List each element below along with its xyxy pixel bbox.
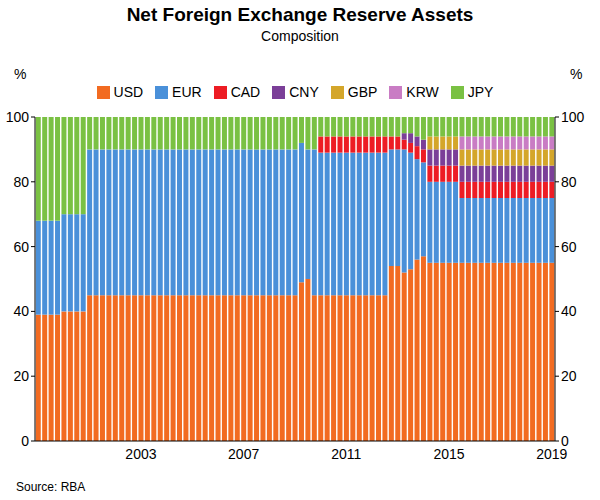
- svg-text:2003: 2003: [125, 446, 156, 462]
- svg-text:2007: 2007: [228, 446, 259, 462]
- html-text:GBP: GBP: [347, 84, 378, 100]
- html-text:Composition: Composition: [261, 28, 339, 44]
- svg-text:2019: 2019: [536, 445, 568, 462]
- html-text:Source: RBA: Source: RBA: [16, 480, 86, 494]
- svg-text:2011: 2011: [331, 446, 361, 462]
- svg-text:40: 40: [13, 303, 29, 319]
- svg-text:20: 20: [561, 368, 577, 384]
- svg-text:80: 80: [13, 174, 29, 190]
- svg-text:100: 100: [8, 109, 29, 125]
- svg-text:100: 100: [561, 109, 585, 125]
- html-text:EUR: EUR: [172, 84, 202, 100]
- html-text:Net Foreign Exchange Reserve A: Net Foreign Exchange Reserve Assets: [126, 4, 474, 25]
- svg-text:80: 80: [561, 174, 577, 190]
- html-text:KRW: KRW: [406, 84, 439, 100]
- html-text:JPY: JPY: [467, 84, 494, 100]
- html-text:CAD: CAD: [230, 84, 261, 100]
- svg-text:20: 20: [13, 368, 29, 384]
- svg-text:0: 0: [21, 433, 29, 449]
- svg-text:40: 40: [561, 303, 577, 319]
- svg-text:60: 60: [13, 239, 29, 255]
- svg-text:2015: 2015: [433, 446, 464, 462]
- html-text:CNY: CNY: [289, 84, 319, 100]
- html-text:USD: USD: [113, 84, 144, 100]
- svg-text:60: 60: [561, 239, 577, 255]
- svg-text:0: 0: [561, 433, 569, 449]
